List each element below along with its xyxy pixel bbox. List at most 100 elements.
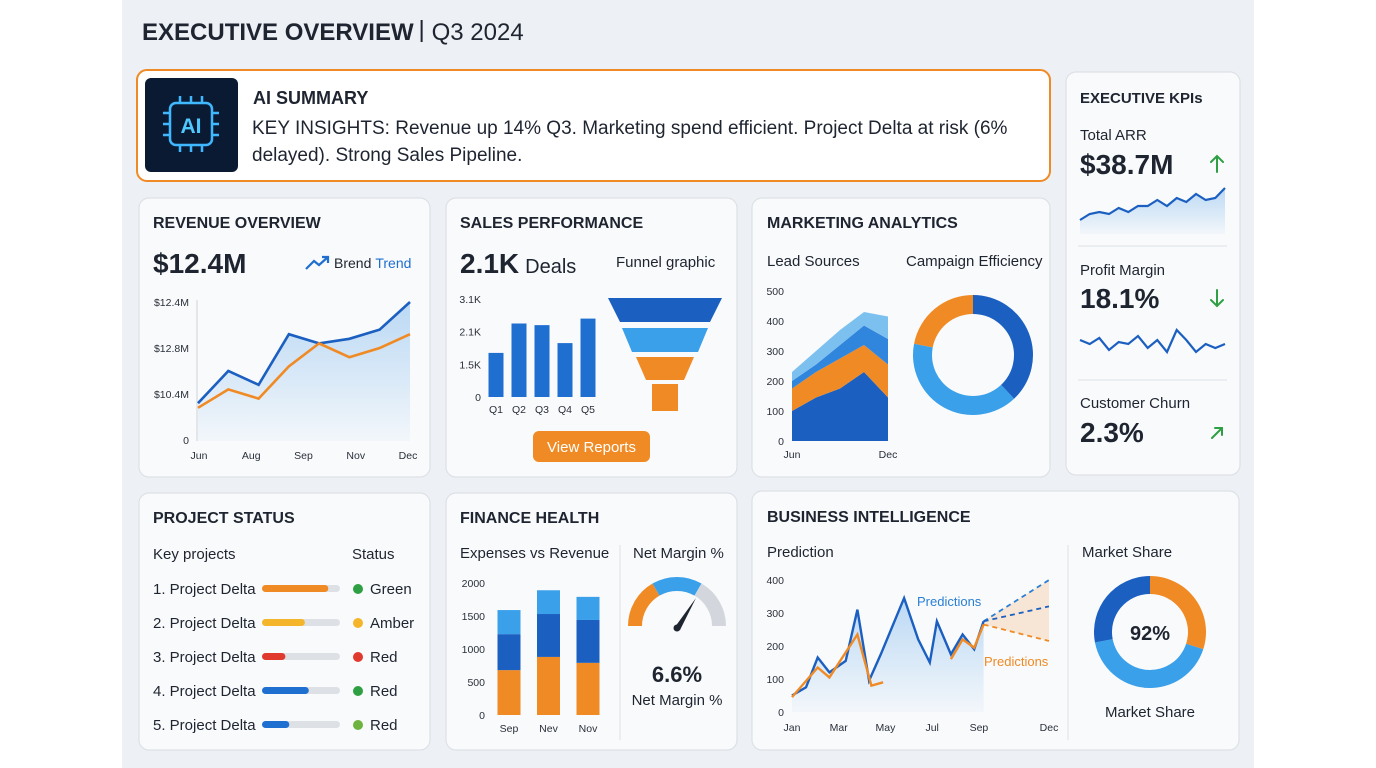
stacked-area xyxy=(792,325,888,389)
prediction-line xyxy=(983,623,1050,642)
y-tick-label: 1500 xyxy=(462,611,486,623)
donut-segment xyxy=(912,343,1015,416)
x-tick-label: Q2 xyxy=(512,404,526,416)
gauge-hub xyxy=(673,624,681,632)
x-tick-label: Dec xyxy=(399,450,418,462)
stacked-bar xyxy=(576,662,600,715)
stacked-bar xyxy=(497,610,521,635)
x-tick-label: Aug xyxy=(242,450,261,462)
kpi-label: Total ARR xyxy=(1080,127,1147,144)
y-tick-label: 0 xyxy=(475,392,481,404)
prediction-band xyxy=(983,580,1049,641)
sparkline-area xyxy=(1080,188,1225,234)
prediction-line xyxy=(983,579,1050,623)
x-tick-label: Q4 xyxy=(558,404,572,416)
line-area xyxy=(792,598,984,712)
revenue-value: $12.4M xyxy=(153,248,246,279)
x-tick-label: Jul xyxy=(925,722,938,734)
y-tick-label: 0 xyxy=(778,707,784,719)
kpi-value: $38.7M xyxy=(1080,149,1173,180)
status-label: Red xyxy=(370,717,398,734)
donut-segment xyxy=(1094,639,1204,689)
y-tick-label: 500 xyxy=(766,286,784,298)
y-tick-label: 300 xyxy=(766,608,784,620)
stacked-bar xyxy=(497,634,521,671)
kpi-card xyxy=(1065,71,1241,476)
bar xyxy=(534,325,550,397)
line xyxy=(197,301,411,405)
funnel-label: Funnel graphic xyxy=(616,254,716,271)
kpi-value: 18.1% xyxy=(1080,283,1159,314)
y-tick-label: 500 xyxy=(467,677,485,689)
ai-summary-card xyxy=(136,69,1051,182)
status-dot xyxy=(353,686,363,696)
progress-bar xyxy=(262,585,329,592)
kpi-title: EXECUTIVE KPIs xyxy=(1080,90,1203,107)
donut-center-label: 92% xyxy=(1130,623,1170,645)
card-title: REVENUE OVERVIEW xyxy=(153,215,322,232)
ai-summary-text: KEY INSIGHTS: Revenue up 14% Q3. Marketi… xyxy=(252,118,1008,166)
x-tick-label: Jun xyxy=(191,450,208,462)
ai-summary-title: AI SUMMARY xyxy=(253,88,368,108)
trend-arrows xyxy=(1210,154,1224,439)
bar xyxy=(511,323,527,397)
stacked-bar xyxy=(537,614,560,657)
line xyxy=(791,594,985,697)
gauge xyxy=(627,577,727,627)
x-tick-label: Nov xyxy=(346,450,365,462)
gauge-label: Net Margin % xyxy=(632,692,723,709)
column-header: Status xyxy=(352,546,395,563)
status-dot xyxy=(353,584,363,594)
y-tick-label: $12.4M xyxy=(154,297,189,309)
x-tick-label: Dec xyxy=(879,449,898,461)
chip-outline xyxy=(163,96,219,152)
trend-icon xyxy=(305,255,330,270)
project-name: 2. Project Delta xyxy=(153,615,256,632)
y-tick-label: 2000 xyxy=(462,578,486,590)
funnel xyxy=(608,298,722,411)
x-tick-label: Nev xyxy=(539,723,558,735)
x-tick-label: Jan xyxy=(784,722,801,734)
x-tick-label: Nov xyxy=(579,723,598,735)
legend: Brend Trend xyxy=(334,255,411,271)
status-label: Red xyxy=(370,649,398,666)
y-tick-label: 200 xyxy=(766,641,784,653)
donut-segment xyxy=(1150,576,1206,650)
ai-icon-label: AI xyxy=(181,115,202,138)
section-title: Net Margin % xyxy=(633,545,724,562)
donut-segment xyxy=(973,295,1033,399)
gauge-value: 6.6% xyxy=(652,662,702,687)
status-dot xyxy=(353,720,363,730)
stacked-bar xyxy=(497,670,521,715)
stacked-bar xyxy=(537,590,560,615)
sparkline xyxy=(1079,187,1226,221)
status-label: Green xyxy=(370,581,412,598)
project-name: 1. Project Delta xyxy=(153,581,256,598)
view-reports-button[interactable]: View Reports xyxy=(533,431,650,462)
status-label: Amber xyxy=(370,615,414,632)
section-title: Lead Sources xyxy=(767,253,860,270)
y-tick-label: 400 xyxy=(766,575,784,587)
card-title: BUSINESS INTELLIGENCE xyxy=(767,509,971,526)
stacked-area xyxy=(792,372,888,441)
status-dot xyxy=(353,618,363,628)
kpi-value: 2.3% xyxy=(1080,417,1144,448)
x-tick-label: Sep xyxy=(294,450,313,462)
x-tick-label: Sep xyxy=(500,723,519,735)
x-tick-label: Q5 xyxy=(581,404,595,416)
stacked-area xyxy=(792,345,888,411)
section-title: Campaign Efficiency xyxy=(906,253,1043,270)
legend-label: Trend xyxy=(375,255,411,271)
bar xyxy=(557,343,573,397)
stacked-bar xyxy=(576,596,600,620)
stacked-bar xyxy=(537,656,560,715)
legend-prefix: Brend xyxy=(334,255,371,271)
donut-segment xyxy=(914,295,973,348)
status-label: Red xyxy=(370,683,398,700)
y-tick-label: 0 xyxy=(479,710,485,722)
progress-bar xyxy=(262,619,305,626)
x-tick-label: Sep xyxy=(970,722,989,734)
